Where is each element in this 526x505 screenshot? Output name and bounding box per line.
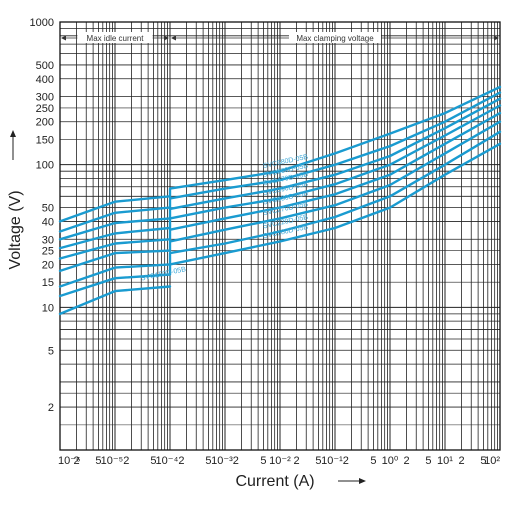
y-tick-label: 250: [36, 103, 54, 115]
series-line: [58, 91, 502, 233]
x-tick-label: 5: [205, 455, 211, 467]
y-tick-label: 100: [36, 160, 54, 172]
series-line: [58, 97, 502, 241]
x-tick-label: 10⁻⁴2: [156, 455, 185, 467]
annotation-arrow-right: [164, 35, 169, 41]
y-tick-label: 30: [42, 234, 54, 246]
annotation-label-bg: [77, 32, 153, 43]
plot-border: [59, 21, 501, 451]
grid-lines: [59, 22, 500, 451]
series-line: [58, 120, 502, 273]
y-tick-label: 5: [48, 345, 54, 357]
y-tick-label: 400: [36, 74, 54, 86]
x-tick-label: 10⁻²: [269, 455, 291, 467]
series-label: SVC150D-05B: [140, 266, 187, 282]
series-line: [58, 285, 172, 316]
y-tick-label: 150: [36, 135, 54, 147]
x-tick-label: 10²: [484, 455, 500, 467]
x-tick-label: 5: [425, 455, 431, 467]
x-tick-labels: 10⁻⁶2 5 10⁻⁵2 5 10⁻⁴2 5 10⁻³2 5 10⁻² 2 5 10⁻¹2 5 10⁰ 2…: [58, 455, 500, 467]
y-axis-arrow: [10, 130, 16, 160]
y-tick-label: 1000: [30, 17, 54, 29]
y-tick-label: 50: [42, 203, 54, 215]
series-line: [58, 111, 502, 260]
x-tick-label: 5: [370, 455, 376, 467]
series-line: [58, 104, 502, 250]
x-tick-label: 2: [403, 455, 409, 467]
x-axis-label: Current (A): [235, 473, 314, 490]
annotation-label: Max idle current: [87, 34, 145, 43]
y-tick-label: 20: [42, 259, 54, 271]
x-tick-label: 5: [480, 455, 486, 467]
x-axis-arrow: [338, 478, 366, 484]
x-tick-label: 5: [95, 455, 101, 467]
annotation-label: Max clamping voltage: [296, 34, 374, 43]
x-tick-label: 2: [293, 455, 299, 467]
y-tick-label: 40: [42, 216, 54, 228]
y-tick-label: 15: [42, 277, 54, 289]
x-tick-label: 10⁻¹2: [321, 455, 349, 467]
y-axis-label: Voltage (V): [7, 190, 24, 269]
y-tick-label: 25: [42, 246, 54, 258]
x-tick-label: 10⁻³2: [211, 455, 239, 467]
annotation-label-bg: [289, 32, 381, 43]
y-tick-label: 2: [48, 402, 54, 414]
annotation-arrow-left: [61, 35, 66, 41]
y-tick-label: 200: [36, 117, 54, 129]
zone-annotations: Max idle current Max clamping voltage: [61, 32, 499, 43]
x-tick-label: 5: [315, 455, 321, 467]
x-tick-label: 2: [458, 455, 464, 467]
x-tick-label: 10⁻⁵2: [101, 455, 130, 467]
x-tick-label: 2: [73, 455, 79, 467]
y-tick-label: 500: [36, 60, 54, 72]
x-tick-label: 5: [150, 455, 156, 467]
x-tick-label: 10⁰: [382, 455, 399, 467]
y-tick-label: 10: [42, 302, 54, 314]
x-tick-label: 10¹: [437, 455, 453, 467]
series-line: [58, 130, 502, 288]
annotation-arrow-right: [494, 35, 499, 41]
x-tick-label: 10⁻⁶: [58, 455, 81, 467]
y-tick-label: 300: [36, 92, 54, 104]
series-line: [58, 142, 502, 298]
series-line: [58, 85, 502, 223]
plot-frame: [59, 21, 501, 451]
annotation-arrow-left: [171, 35, 176, 41]
x-tick-label: 5: [260, 455, 266, 467]
